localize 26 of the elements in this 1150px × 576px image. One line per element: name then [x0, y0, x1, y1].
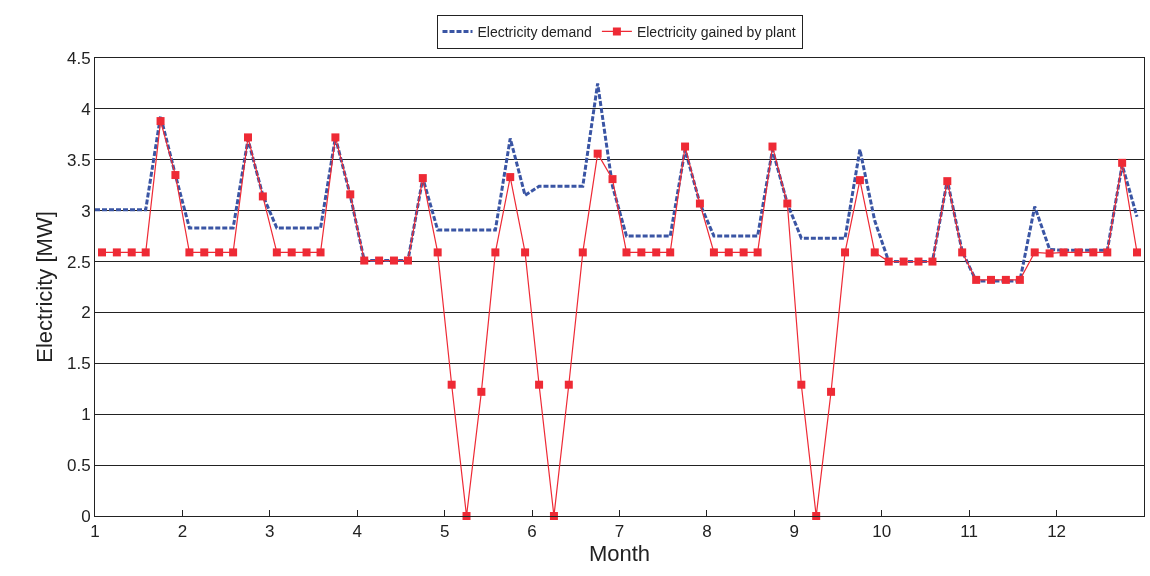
x-tick-label: 3: [265, 522, 275, 542]
x-tick-label: 12: [1047, 522, 1067, 542]
y-tick-label: 2.5: [66, 252, 91, 272]
y-axis-title: Electricity [MW]: [31, 211, 57, 363]
legend-label: Electricity gained by plant: [636, 23, 796, 40]
x-tick-label: 6: [527, 522, 537, 542]
x-tick-label: 2: [177, 522, 188, 542]
y-tick-label: 0.5: [66, 456, 91, 476]
y-tick-label: 1: [81, 405, 91, 425]
x-tick-label: 8: [702, 522, 712, 542]
x-tick-label: 4: [352, 522, 362, 542]
y-tick-label: 0: [81, 506, 91, 526]
y-tick-label: 1.5: [66, 354, 91, 374]
x-tick-label: 7: [614, 522, 625, 542]
x-tick-label: 11: [960, 522, 978, 542]
x-axis-title: Month: [588, 541, 651, 567]
x-tick-label: 9: [789, 522, 800, 542]
legend-label: Electricity demand: [477, 23, 592, 40]
y-tick-label: 4: [81, 99, 91, 119]
x-tick-label: 10: [872, 522, 892, 542]
x-tick-label: 5: [439, 522, 450, 542]
y-tick-label: 2: [81, 303, 91, 323]
line-series: [95, 81, 1139, 283]
y-tick-label: 4.5: [66, 48, 91, 68]
y-tick-label: 3: [81, 201, 91, 221]
y-tick-label: 3.5: [66, 150, 91, 170]
